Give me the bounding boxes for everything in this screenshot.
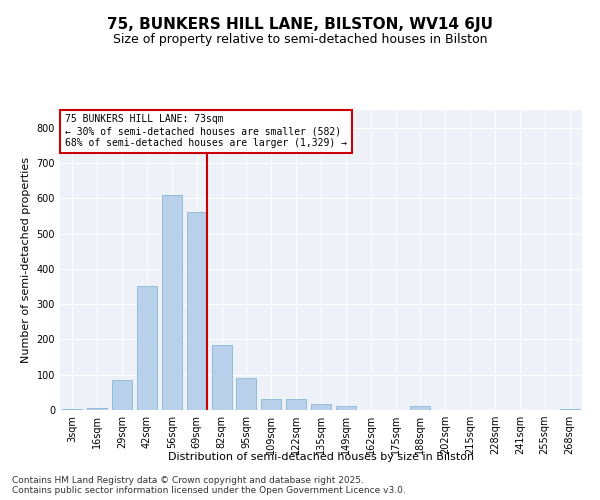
Bar [212,344,232,410]
Text: 75 BUNKERS HILL LANE: 73sqm
← 30% of semi-detached houses are smaller (582)
68% : 75 BUNKERS HILL LANE: 73sqm ← 30% of sem… [65,114,347,148]
Bar [286,398,306,410]
Text: 75, BUNKERS HILL LANE, BILSTON, WV14 6JU: 75, BUNKERS HILL LANE, BILSTON, WV14 6JU [107,18,493,32]
Bar [162,194,182,410]
Bar [112,380,132,410]
Bar [137,286,157,410]
Bar [410,406,430,410]
Text: Contains HM Land Registry data © Crown copyright and database right 2025.
Contai: Contains HM Land Registry data © Crown c… [12,476,406,495]
Bar [336,406,356,410]
Y-axis label: Number of semi-detached properties: Number of semi-detached properties [21,157,31,363]
Bar [187,212,206,410]
Bar [262,398,281,410]
Bar [311,404,331,410]
Text: Distribution of semi-detached houses by size in Bilston: Distribution of semi-detached houses by … [168,452,474,462]
Bar [88,408,107,410]
Text: Size of property relative to semi-detached houses in Bilston: Size of property relative to semi-detach… [113,32,487,46]
Bar [236,378,256,410]
Bar [560,409,580,410]
